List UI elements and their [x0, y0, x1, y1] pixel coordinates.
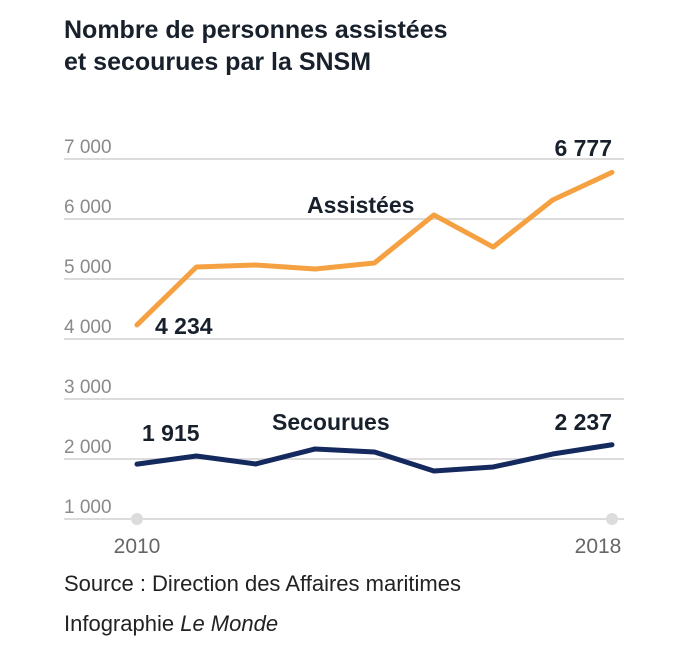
y-tick-label: 7 000: [64, 137, 112, 158]
data-label-end: 6 777: [554, 135, 612, 161]
y-tick-label: 5 000: [64, 257, 112, 278]
data-label-end: 2 237: [554, 409, 612, 435]
series-label: Secourues: [272, 409, 390, 435]
y-tick-label: 3 000: [64, 377, 112, 398]
x-axis-dot: [606, 513, 618, 525]
y-tick-label: 6 000: [64, 197, 112, 218]
series-line-assistées: [134, 169, 615, 328]
source-text: Source : Direction des Affaires maritime…: [64, 571, 461, 596]
series-label: Assistées: [307, 192, 414, 218]
title-line-2: et secourues par la SNSM: [64, 48, 372, 76]
credit-text: Infographie Le Monde: [64, 611, 278, 637]
y-tick-label: 1 000: [64, 497, 112, 518]
x-axis-dot: [131, 513, 143, 525]
credit-prefix: Infographie: [64, 611, 181, 636]
data-label-start: 4 234: [155, 313, 213, 339]
y-tick-label: 2 000: [64, 437, 112, 458]
chart-title: Nombre de personnes assistées et secouru…: [64, 14, 448, 78]
credit-name: Le Monde: [180, 611, 279, 636]
x-tick-label: 2010: [114, 535, 161, 558]
series-line-secourues: [134, 442, 615, 474]
y-tick-label: 4 000: [64, 317, 112, 338]
x-tick-label: 2018: [575, 535, 622, 558]
title-line-1: Nombre de personnes assistées: [64, 16, 448, 44]
data-label-start: 1 915: [142, 420, 200, 446]
